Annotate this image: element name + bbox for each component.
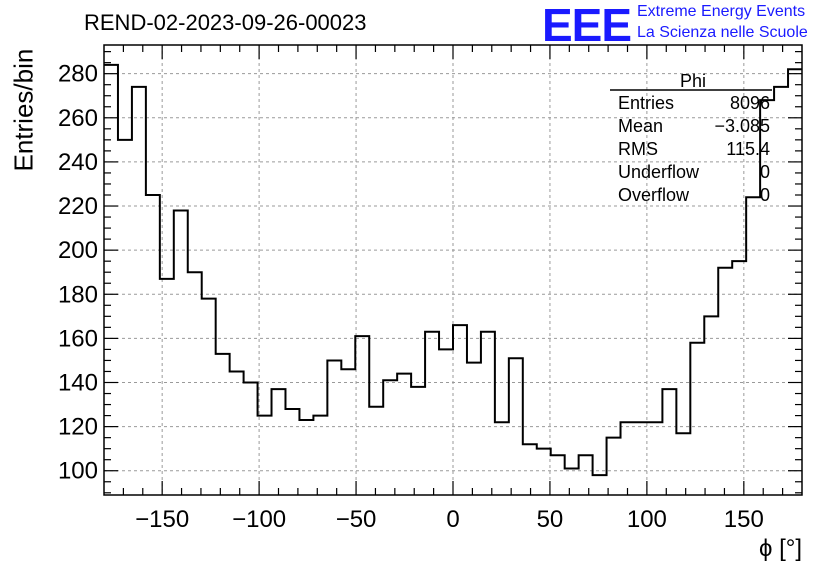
x-tick-label: 50 — [537, 506, 564, 533]
y-tick-label: 120 — [58, 414, 98, 441]
x-axis-label: ϕ [°] — [758, 535, 802, 562]
stat-value-mean: −3.085 — [714, 116, 770, 136]
stats-box-title: Phi — [680, 71, 707, 91]
x-tick-label: 0 — [446, 506, 459, 533]
y-axis-label: Entries/bin — [8, 48, 39, 172]
x-tick-label: 150 — [724, 506, 764, 533]
grid-lines — [104, 45, 802, 495]
logo-subtitle-2: La Scienza nelle Scuole — [637, 24, 808, 41]
chart-title: REND-02-2023-09-26-00023 — [84, 10, 367, 35]
y-tick-label: 220 — [58, 193, 98, 220]
y-axis-ticks: 100 120 140 160 180 200 220 240 260 280 — [58, 51, 802, 494]
stat-label-overflow: Overflow — [618, 185, 690, 205]
y-tick-label: 200 — [58, 237, 98, 264]
y-tick-label: 260 — [58, 105, 98, 132]
x-tick-label: −50 — [336, 506, 377, 533]
y-tick-label: 280 — [58, 61, 98, 88]
y-tick-label: 100 — [58, 458, 98, 485]
stat-label-entries: Entries — [618, 93, 675, 113]
y-tick-label: 160 — [58, 325, 98, 352]
stat-label-underflow: Underflow — [618, 162, 700, 182]
y-tick-label: 180 — [58, 281, 98, 308]
stat-value-rms: 115.4 — [726, 139, 770, 159]
y-tick-label: 140 — [58, 370, 98, 397]
x-tick-label: −150 — [135, 506, 189, 533]
plot-frame — [103, 44, 803, 496]
x-tick-label: 100 — [627, 506, 667, 533]
stat-value-underflow: 0 — [759, 162, 770, 182]
y-tick-label: 240 — [58, 149, 98, 176]
logo-subtitle-1: Extreme Energy Events — [637, 3, 806, 20]
eee-logo: EEE — [542, 0, 632, 51]
stat-value-overflow: 0 — [759, 185, 770, 205]
x-tick-label: −100 — [232, 506, 286, 533]
stat-value-entries: 8096 — [729, 93, 770, 113]
stat-label-mean: Mean — [618, 116, 664, 136]
histogram-step-line — [104, 63, 802, 477]
x-axis-ticks: −150 −100 −50 0 50 100 150 — [122, 45, 784, 533]
stat-label-rms: RMS — [618, 139, 658, 159]
